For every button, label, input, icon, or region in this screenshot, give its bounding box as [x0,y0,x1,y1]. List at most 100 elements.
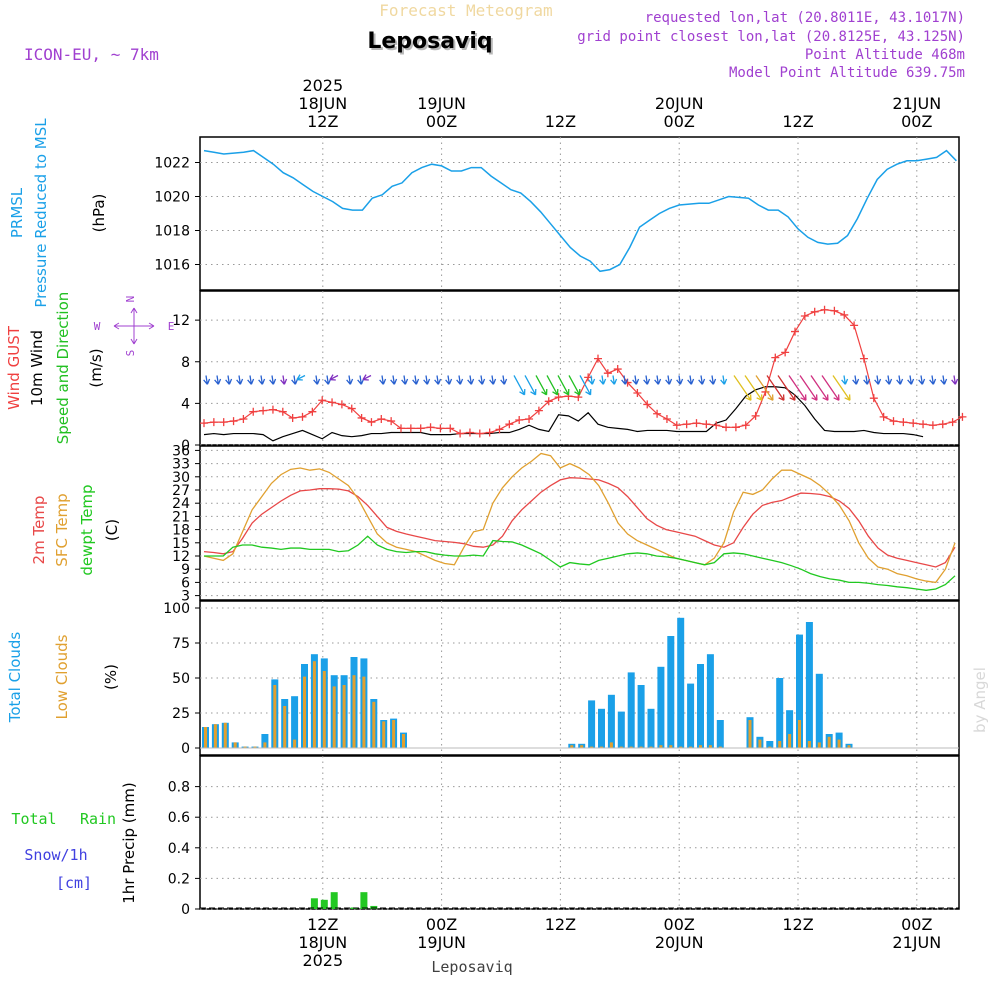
gust-marker [672,421,681,430]
low-cloud-bar [392,720,396,748]
y-tick-label: 1018 [154,224,190,240]
gust-marker [958,412,967,421]
top-time-label: 20JUN [655,94,704,113]
low-cloud-bar [223,722,227,748]
gust-marker [357,413,366,422]
low-cloud-bar [213,724,217,748]
total-cloud-bar [667,636,675,748]
total-cloud-bar [766,741,774,748]
gust-marker [288,413,297,422]
pressure-line [203,149,957,273]
y-tick-label: 75 [172,636,190,652]
gust-marker [899,418,908,427]
wind-direction-arrow [687,375,695,385]
total-cloud-bar [657,666,665,748]
wind-direction-arrow [665,375,673,385]
wind-direction-arrow [225,375,233,385]
y-tick-label: 0 [181,902,190,918]
y-tick-label: 25 [172,706,190,722]
gust-marker [416,424,425,433]
wind-direction-arrow [324,375,332,385]
low-cloud-bar [342,685,346,748]
low-cloud-bar [609,742,613,748]
wind-direction-arrow [434,375,442,385]
top-time-label: 00Z [664,112,695,131]
wind-direction-arrow [390,375,398,385]
wind-direction-arrow [755,375,774,401]
y-tick-label: 1022 [154,156,190,172]
low-cloud-bar [204,727,207,748]
gust-marker [249,407,258,416]
wind-direction-arrow [951,375,959,385]
bottom-time-label: 19JUN [417,933,466,952]
total-cloud-bar [261,734,269,748]
gust-marker [731,423,740,432]
gust-marker [554,393,563,402]
wind-direction-arrow [214,375,222,385]
wind-direction-arrow [654,375,662,385]
gust-marker [278,407,287,416]
wind-direction-arrow [535,375,548,396]
wind-direction-arrow [357,375,365,385]
low-cloud-bar [233,742,237,748]
y-tick-label: 6 [181,575,190,591]
rain-bar [370,905,378,909]
wind-direction-arrow [896,375,904,385]
gust-marker [603,369,612,378]
top-time-label: 21JUN [892,94,941,113]
gust-marker [229,417,238,426]
gust-marker [475,429,484,438]
gust-marker [534,406,543,415]
wind-direction-arrow [621,375,629,385]
panel-precip: 0 0.2 0.4 0.6 0.8 [168,755,960,918]
total-cloud-bar [786,710,794,748]
gust-marker [387,417,396,426]
wind-direction-arrow [709,375,717,385]
compass-s: S [124,350,137,357]
wind-direction-arrow [500,375,508,385]
wind-direction-arrow [346,375,354,385]
y-tick-label: 0.8 [168,780,190,796]
panel-frame [199,445,960,601]
label-wind-unit: (m/s) [87,348,105,387]
y-tick-label: 100 [163,601,190,617]
low-cloud-bar [817,742,821,748]
low-cloud-bar [639,746,643,748]
gust-marker [377,414,386,423]
wind-direction-arrow [258,375,266,385]
low-cloud-bar [649,746,653,748]
gust-marker [889,417,898,426]
panel-wind: 0 4 8 12 [172,290,960,454]
gust-marker [869,394,878,403]
wind-direction-arrow [412,375,420,385]
total-cloud-bar [617,711,625,748]
label-2m-temp: 2m Temp [30,496,48,565]
compass-n: N [124,296,137,303]
wind-direction-arrow [445,375,453,385]
gust-marker [446,424,455,433]
wind-direction-arrow [280,375,288,385]
gust-marker [741,421,750,430]
total-cloud-bar [637,685,645,748]
bottom-time-label: 00Z [426,915,457,934]
label-pressure-unit: (hPa) [90,194,108,233]
label-temp-unit: (C) [103,519,121,541]
gust-marker [909,419,918,428]
wind-direction-arrow [733,375,752,401]
y-tick-label: 8 [181,355,190,371]
wind-direction-arrow [291,375,299,385]
low-cloud-bar [352,675,356,748]
bottom-time-label: 2025 [302,951,343,970]
y-tick-label: 15 [172,536,190,552]
low-cloud-bar [699,745,702,748]
total-cloud-bar [627,672,635,748]
y-tick-label: 0 [181,741,190,757]
gust-marker [702,420,711,429]
wind-direction-arrow [247,375,255,385]
low-cloud-bar [303,676,306,748]
low-cloud-bar [332,686,336,748]
panel-frame [199,290,960,446]
